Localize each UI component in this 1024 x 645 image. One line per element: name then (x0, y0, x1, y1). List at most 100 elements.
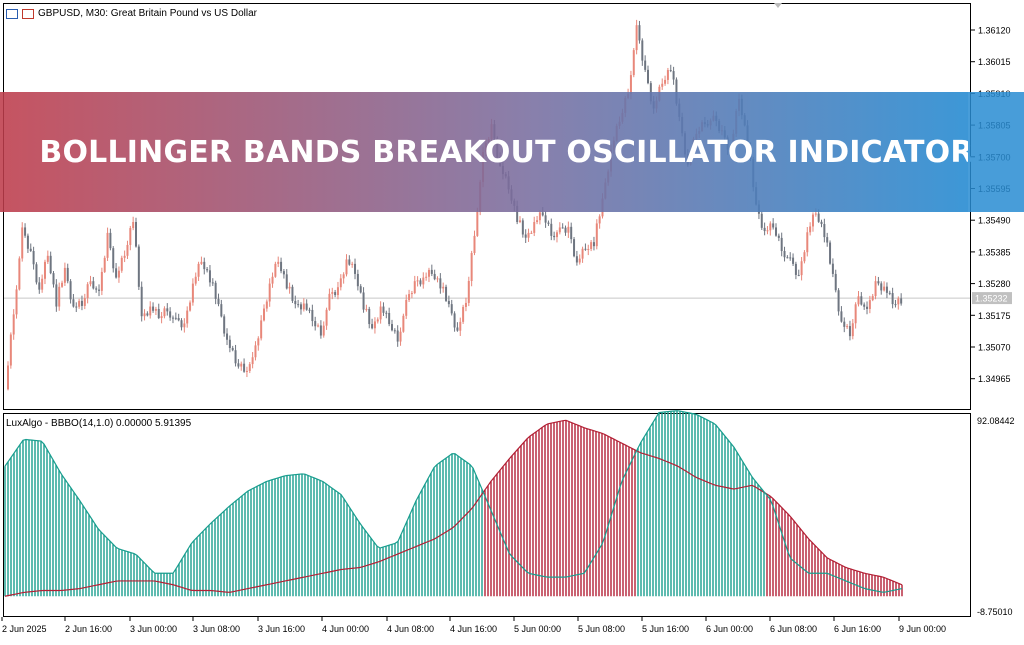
candlestick (163, 306, 166, 319)
candlestick (203, 257, 206, 275)
candlestick (433, 269, 436, 281)
candlestick (206, 266, 209, 273)
candle-body (894, 304, 897, 306)
candle-body (410, 293, 413, 295)
candle-body (541, 212, 544, 216)
candle-body (86, 284, 89, 299)
candlestick (806, 226, 809, 257)
candle-body (661, 83, 664, 87)
trade-icon[interactable] (22, 8, 34, 19)
candle-body (555, 232, 558, 238)
candle-body (240, 363, 243, 367)
candlestick (368, 306, 371, 329)
candlestick (578, 254, 581, 265)
candle-body (675, 79, 678, 104)
candlestick (644, 55, 647, 72)
candlestick (197, 261, 200, 281)
candle-body (69, 281, 72, 300)
candlestick (826, 232, 829, 247)
candlestick (587, 244, 590, 256)
candle-body (794, 263, 797, 275)
candle-body (866, 306, 869, 309)
candlestick (854, 302, 857, 329)
candlestick (769, 221, 772, 236)
candlestick (171, 315, 174, 324)
candlestick (561, 223, 564, 229)
candlestick (877, 276, 880, 286)
candlestick (450, 299, 453, 316)
candle-body (174, 317, 177, 319)
candlestick (564, 225, 567, 236)
candle-body (459, 321, 462, 331)
candle-body (226, 333, 229, 340)
time-tick-label: 6 Jun 00:00 (706, 624, 753, 634)
chart-list-icon[interactable] (6, 8, 18, 19)
candle-body (817, 213, 820, 222)
candle-body (294, 300, 297, 305)
candle-body (536, 220, 539, 223)
candle-body (206, 269, 209, 271)
price-tick-label: 1.36015 (978, 57, 1011, 67)
candlestick (408, 289, 411, 303)
candlestick (126, 240, 129, 259)
candle-body (439, 278, 442, 289)
candle-body (203, 261, 206, 270)
candlestick (123, 250, 126, 263)
candlestick (396, 325, 399, 347)
candlestick (894, 299, 897, 308)
candlestick (280, 257, 283, 274)
candlestick (792, 253, 795, 266)
candle-body (75, 306, 78, 308)
candlestick (251, 351, 254, 369)
candlestick (334, 289, 337, 298)
candlestick (69, 279, 72, 304)
candlestick (234, 344, 237, 367)
candle-body (880, 283, 883, 291)
candle-body (285, 274, 288, 289)
candle-body (638, 25, 641, 41)
candlestick (21, 222, 24, 262)
candlestick (669, 64, 672, 73)
candlestick (883, 281, 886, 292)
candlestick (780, 232, 783, 257)
candlestick (823, 218, 826, 243)
candlestick (63, 262, 66, 286)
candlestick (476, 207, 479, 237)
candle-body (848, 326, 851, 337)
candlestick (24, 223, 27, 238)
time-tick-label: 4 Jun 00:00 (322, 624, 369, 634)
candle-body (780, 237, 783, 251)
candle-body (103, 257, 106, 272)
candlestick (809, 222, 812, 236)
candle-body (533, 222, 536, 233)
current-price-label: 1.35232 (975, 294, 1008, 304)
candlestick (331, 287, 334, 300)
candle-body (669, 70, 672, 72)
candle-body (66, 267, 69, 282)
candle-body (257, 338, 260, 346)
candlestick (191, 278, 194, 306)
candlestick (35, 262, 38, 285)
price-tick-label: 1.34965 (978, 374, 1011, 384)
candlestick (149, 301, 152, 319)
candlestick (189, 300, 192, 312)
candle-body (792, 257, 795, 264)
candlestick (211, 278, 214, 286)
price-tick-label: 1.36120 (978, 26, 1011, 36)
title-banner: BOLLINGER BANDS BREAKOUT OSCILLATOR INDI… (0, 92, 973, 212)
candle-body (453, 313, 456, 328)
candlestick (237, 359, 240, 369)
candlestick (12, 309, 15, 340)
candlestick (425, 272, 428, 281)
candle-body (405, 299, 408, 316)
chart-title: GBPUSD, M30: Great Britain Pound vs US D… (6, 8, 257, 19)
candle-body (49, 255, 52, 274)
candlestick (897, 296, 900, 310)
candle-body (806, 232, 809, 253)
candle-body (191, 283, 194, 303)
candlestick (584, 243, 587, 251)
oscillator-panel-frame (3, 413, 971, 617)
candlestick (794, 261, 797, 280)
